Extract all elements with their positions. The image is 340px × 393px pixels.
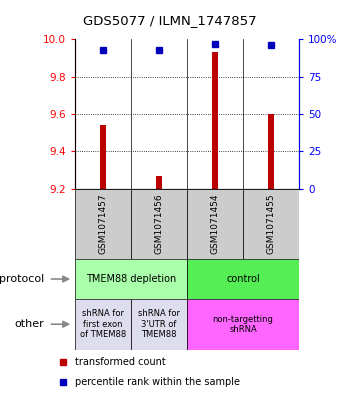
Text: protocol: protocol (0, 274, 44, 284)
Text: transformed count: transformed count (75, 357, 166, 367)
Text: non-targetting
shRNA: non-targetting shRNA (212, 314, 274, 334)
Text: shRNA for
3'UTR of
TMEM88: shRNA for 3'UTR of TMEM88 (138, 309, 180, 339)
Bar (75, 259, 187, 299)
Bar (212, 52, 218, 189)
Bar (187, 259, 299, 299)
Bar (75, 299, 131, 350)
Text: GSM1071457: GSM1071457 (98, 194, 107, 254)
Text: GSM1071456: GSM1071456 (154, 194, 164, 254)
Bar (187, 189, 243, 259)
Bar (75, 189, 131, 259)
Bar (243, 189, 299, 259)
Text: control: control (226, 274, 260, 284)
Text: percentile rank within the sample: percentile rank within the sample (75, 377, 240, 387)
Bar (131, 299, 187, 350)
Bar (156, 176, 162, 189)
Bar (131, 189, 187, 259)
Text: GDS5077 / ILMN_1747857: GDS5077 / ILMN_1747857 (83, 14, 257, 27)
Text: shRNA for
first exon
of TMEM88: shRNA for first exon of TMEM88 (80, 309, 126, 339)
Bar (268, 114, 274, 189)
Bar (187, 299, 299, 350)
Bar (100, 125, 106, 189)
Text: GSM1071455: GSM1071455 (267, 194, 276, 254)
Text: TMEM88 depletion: TMEM88 depletion (86, 274, 176, 284)
Text: other: other (15, 319, 44, 329)
Text: GSM1071454: GSM1071454 (210, 194, 220, 254)
